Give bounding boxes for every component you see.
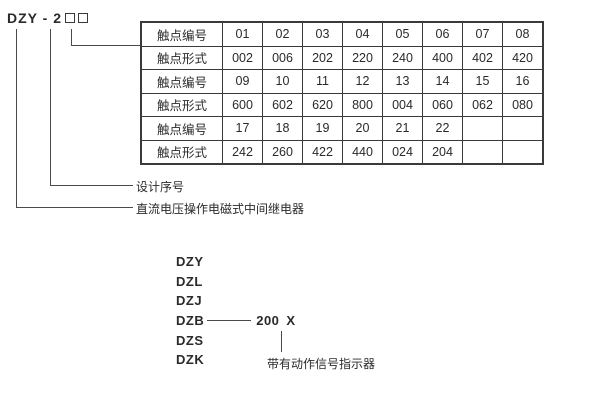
table-row-label: 触点编号 [140,116,223,141]
table-cell: 060 [422,92,463,117]
table-cell: 09 [222,69,263,94]
table-cell: 13 [382,69,423,94]
table-cell: 11 [302,69,343,94]
table-cell: 04 [342,21,383,47]
dzb-suffix-x: X [286,313,296,329]
model-list-item: DZB 200 X [176,311,296,331]
table-cell: 620 [302,92,343,117]
table-cell: 12 [342,69,383,94]
table-cell: 602 [262,92,303,117]
table-cell: 07 [462,21,503,47]
table-cell: 600 [222,92,263,117]
table-cell: 19 [302,116,343,141]
table-cell: 22 [422,116,463,141]
table-cell: 400 [422,45,463,70]
callout-line-serial-vertical [50,29,51,186]
callout-line-contact-vertical [71,29,72,46]
model-list-item: DZL [176,272,296,292]
model-list-item: DZY [176,252,296,272]
table-cell: 02 [262,21,303,47]
model-list-item: DZJ [176,291,296,311]
placeholder-box-icon [64,13,75,23]
table-row-label: 触点编号 [140,69,223,94]
table-cell: 440 [342,139,383,165]
table-cell [502,139,544,165]
table-cell: 004 [382,92,423,117]
design-serial-label: 设计序号 [136,180,185,194]
table-cell: 024 [382,139,423,165]
table-cell: 240 [382,45,423,70]
table-cell: 05 [382,21,423,47]
placeholder-box-icon [77,13,88,23]
table-cell: 422 [302,139,343,165]
table-cell: 202 [302,45,343,70]
callout-line-contact-horizontal [71,45,140,46]
model-label: DZJ [176,293,203,309]
callout-line-type-horizontal [16,207,133,208]
table-cell: 08 [502,21,544,47]
table-row: 触点形式 600 602 620 800 004 060 062 080 [140,92,544,117]
table-cell [462,139,503,165]
table-cell: 002 [222,45,263,70]
table-cell: 242 [222,139,263,165]
table-cell: 10 [262,69,303,94]
relay-description: 直流电压操作电磁式中间继电器 [136,202,305,216]
table-cell: 220 [342,45,383,70]
model-code: DZY - 2 [7,10,88,26]
table-cell: 17 [222,116,263,141]
table-cell [502,116,544,141]
callout-line-serial-horizontal [50,185,133,186]
table-cell: 06 [422,21,463,47]
table-row-label: 触点形式 [140,92,223,117]
table-cell: 006 [262,45,303,70]
table-row-label: 触点形式 [140,139,223,165]
table-cell: 14 [422,69,463,94]
table-cell: 03 [302,21,343,47]
model-list: DZY DZL DZJ DZB 200 X DZS DZK [176,252,296,370]
table-cell: 420 [502,45,544,70]
model-label: DZB [176,313,205,329]
table-cell: 21 [382,116,423,141]
dzb-suffix-number: 200 [256,313,280,329]
model-label: DZK [176,352,205,368]
model-label: DZY [176,254,204,270]
table-row: 触点形式 242 260 422 440 024 204 [140,139,544,165]
table-cell: 800 [342,92,383,117]
table-cell: 20 [342,116,383,141]
note-connector-line [281,331,282,352]
table-cell: 01 [222,21,263,47]
table-row: 触点编号 01 02 03 04 05 06 07 08 [140,21,544,47]
table-row: 触点编号 09 10 11 12 13 14 15 16 [140,69,544,94]
model-code-text: DZY - 2 [7,10,62,26]
table-cell: 260 [262,139,303,165]
model-list-item: DZK [176,350,296,370]
action-indicator-note: 带有动作信号指示器 [267,357,376,371]
contact-table: 触点编号 01 02 03 04 05 06 07 08 触点形式 002 00… [140,21,544,165]
table-cell: 402 [462,45,503,70]
model-list-item: DZS [176,330,296,350]
table-cell: 080 [502,92,544,117]
callout-line-type-vertical [16,29,17,208]
table-cell: 16 [502,69,544,94]
table-cell: 062 [462,92,503,117]
table-cell: 18 [262,116,303,141]
dzb-connector-line [207,320,252,322]
table-row: 触点形式 002 006 202 220 240 400 402 420 [140,45,544,70]
table-cell: 204 [422,139,463,165]
table-cell: 15 [462,69,503,94]
table-row-label: 触点编号 [140,21,223,47]
table-cell [462,116,503,141]
table-row-label: 触点形式 [140,45,223,70]
model-label: DZL [176,273,203,289]
model-label: DZS [176,332,204,348]
table-row: 触点编号 17 18 19 20 21 22 [140,116,544,141]
